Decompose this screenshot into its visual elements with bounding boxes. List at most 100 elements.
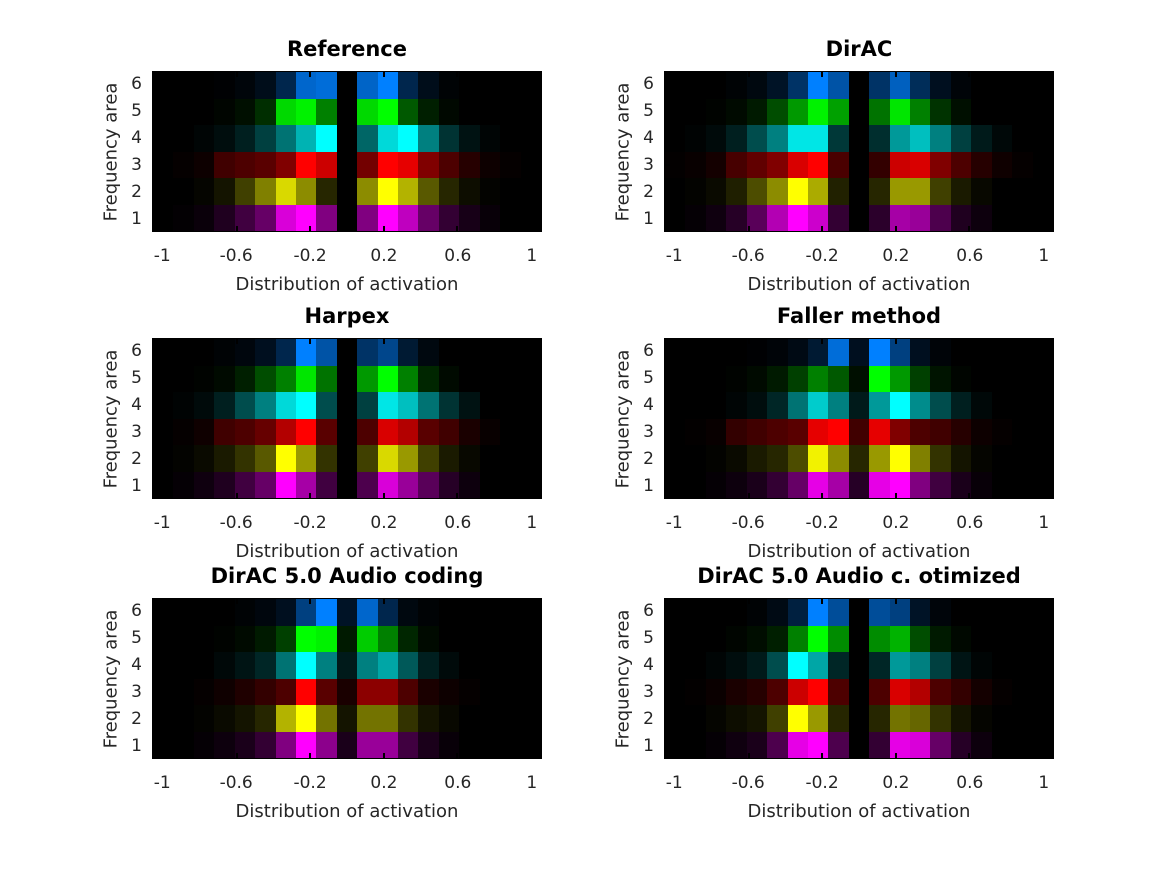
heatmap-plot-area: [152, 71, 542, 232]
heatmap-cell: [828, 471, 849, 498]
heatmap-cell: [153, 471, 174, 498]
heatmap-cell: [1032, 445, 1053, 472]
x-tick-mark: [529, 72, 532, 77]
heatmap-cell: [930, 204, 951, 231]
heatmap-cell: [767, 678, 788, 705]
heatmap-cell: [848, 204, 870, 231]
heatmap-cell: [665, 625, 686, 652]
heatmap-cell: [787, 72, 808, 99]
y-tick-label: 2: [643, 181, 654, 202]
x-tick-mark: [456, 599, 459, 604]
heatmap-cell: [500, 471, 521, 498]
heatmap-cell: [438, 151, 460, 178]
heatmap-cell: [665, 365, 686, 392]
heatmap-cell: [746, 599, 768, 626]
heatmap-cell: [848, 72, 870, 99]
heatmap-cell: [255, 731, 276, 758]
heatmap-cell: [705, 705, 727, 732]
heatmap-cell: [295, 72, 317, 99]
y-tick-label: 5: [131, 368, 142, 389]
heatmap-cell: [950, 178, 972, 205]
heatmap-cell: [828, 365, 849, 392]
heatmap-cell: [910, 599, 931, 626]
y-tick-label: 1: [643, 208, 654, 229]
heatmap-cell: [828, 125, 849, 152]
heatmap-cell: [848, 178, 870, 205]
y-tick-mark: [665, 404, 670, 407]
heatmap-cell: [889, 625, 911, 652]
x-axis-label: Distribution of activation: [747, 541, 971, 562]
heatmap-cell: [438, 471, 460, 498]
heatmap-cell: [459, 204, 480, 231]
heatmap-cell: [889, 392, 911, 419]
heatmap-cell: [685, 339, 706, 366]
heatmap-cell: [357, 339, 378, 366]
heatmap-cell: [438, 599, 460, 626]
x-tick-label: 0.6: [444, 513, 472, 533]
y-tick-mark: [536, 404, 541, 407]
heatmap-cell: [357, 731, 378, 758]
x-tick-mark: [456, 72, 459, 77]
heatmap-cell: [193, 599, 215, 626]
x-tick-mark: [747, 339, 750, 344]
x-tick-mark: [456, 753, 459, 758]
heatmap-cell: [889, 365, 911, 392]
heatmap-cell: [377, 678, 399, 705]
x-axis-label: Distribution of activation: [235, 274, 459, 295]
y-tick-mark: [1048, 216, 1053, 219]
y-tick-mark: [665, 216, 670, 219]
heatmap-cell: [746, 471, 768, 498]
y-tick-mark: [153, 190, 158, 193]
x-tick-label: 0.2: [882, 246, 910, 266]
y-tick-mark: [1048, 377, 1053, 380]
x-tick-label: 0.2: [882, 513, 910, 533]
heatmap-cell: [1032, 125, 1053, 152]
heatmap-cell: [828, 625, 849, 652]
heatmap-cell: [1012, 705, 1033, 732]
heatmap-cell: [255, 204, 276, 231]
heatmap-cell: [869, 652, 890, 679]
heatmap-cell: [173, 418, 194, 445]
heatmap-grid: [153, 599, 541, 758]
heatmap-cell: [746, 339, 768, 366]
subplot-title: Harpex: [304, 304, 390, 328]
y-tick-label: 3: [643, 154, 654, 175]
y-tick-mark: [536, 611, 541, 614]
heatmap-cell: [234, 731, 256, 758]
heatmap-cell: [336, 178, 358, 205]
y-tick-label: 5: [643, 368, 654, 389]
x-tick-label: 0.2: [882, 773, 910, 793]
heatmap-cell: [726, 625, 747, 652]
heatmap-cell: [910, 471, 931, 498]
heatmap-cell: [275, 98, 296, 125]
x-tick-mark: [235, 493, 238, 498]
heatmap-cell: [500, 392, 521, 419]
y-tick-mark: [1048, 637, 1053, 640]
heatmap-cell: [930, 418, 951, 445]
heatmap-cell: [767, 151, 788, 178]
heatmap-cell: [767, 471, 788, 498]
heatmap-cell: [500, 125, 521, 152]
heatmap-cell: [950, 731, 972, 758]
heatmap-cell: [398, 365, 419, 392]
heatmap-cell: [193, 365, 215, 392]
heatmap-cell: [726, 731, 747, 758]
heatmap-cell: [479, 705, 501, 732]
heatmap-cell: [153, 445, 174, 472]
heatmap-cell: [991, 625, 1013, 652]
heatmap-cell: [950, 705, 972, 732]
heatmap-cell: [1032, 678, 1053, 705]
heatmap-cell: [910, 652, 931, 679]
heatmap-cell: [665, 72, 686, 99]
heatmap-cell: [869, 731, 890, 758]
heatmap-cell: [1032, 151, 1053, 178]
heatmap-cell: [357, 418, 378, 445]
heatmap-cell: [520, 204, 541, 231]
heatmap-cell: [848, 652, 870, 679]
heatmap-cell: [746, 625, 768, 652]
heatmap-cell: [807, 125, 829, 152]
heatmap-cell: [971, 98, 992, 125]
heatmap-cell: [153, 392, 174, 419]
x-tick-mark: [821, 493, 824, 498]
